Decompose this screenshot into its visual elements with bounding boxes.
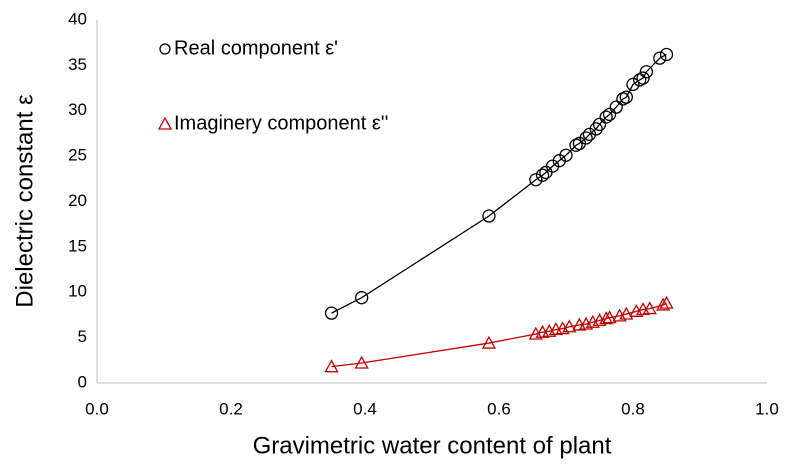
y-tick-label: 35 — [68, 55, 87, 74]
x-axis-title: Gravimetric water content of plant — [253, 432, 612, 459]
marker — [609, 100, 623, 114]
marker — [589, 122, 603, 136]
marker — [602, 310, 617, 324]
marker — [599, 311, 614, 325]
x-tick-label: 0.6 — [487, 399, 511, 418]
marker — [559, 148, 573, 162]
y-tick-label: 10 — [68, 282, 87, 301]
y-tick-label: 15 — [68, 236, 87, 255]
marker — [481, 335, 497, 349]
legend-marker — [159, 43, 171, 55]
marker — [354, 355, 369, 369]
trend-line — [331, 302, 667, 368]
y-tick-label: 25 — [68, 146, 87, 165]
marker — [562, 319, 577, 333]
marker — [602, 107, 617, 122]
trend-line — [331, 53, 667, 314]
marker — [529, 173, 543, 187]
marker — [535, 168, 550, 182]
marker — [653, 51, 667, 65]
marker — [656, 297, 671, 311]
marker — [639, 65, 654, 79]
x-tick-label: 0.0 — [85, 399, 109, 418]
marker — [626, 77, 640, 92]
y-tick-label: 20 — [68, 191, 87, 210]
y-tick-label: 30 — [68, 100, 87, 119]
marker — [482, 209, 496, 223]
marker — [642, 301, 657, 315]
x-tick-label: 0.2 — [219, 399, 243, 418]
marker — [659, 295, 674, 309]
marker — [324, 306, 339, 320]
legend-label: Real component ε' — [174, 37, 338, 59]
marker — [636, 71, 650, 85]
y-tick-label: 40 — [68, 9, 87, 28]
x-tick-label: 0.4 — [353, 399, 377, 418]
legend-label: Imaginery component ε'' — [174, 112, 388, 134]
x-tick-label: 0.8 — [621, 399, 645, 418]
marker — [354, 291, 369, 305]
legend-marker — [157, 116, 173, 130]
y-tick-label: 0 — [78, 372, 87, 391]
y-axis-title: Dielectric constant ε — [11, 94, 38, 308]
marker — [592, 117, 607, 132]
y-tick-label: 5 — [78, 327, 87, 346]
marker — [619, 306, 634, 320]
marker — [599, 110, 613, 124]
marker — [619, 90, 633, 104]
marker — [659, 47, 674, 62]
marker — [324, 359, 339, 373]
marker — [579, 131, 593, 145]
x-tick-label: 1.0 — [755, 399, 779, 418]
